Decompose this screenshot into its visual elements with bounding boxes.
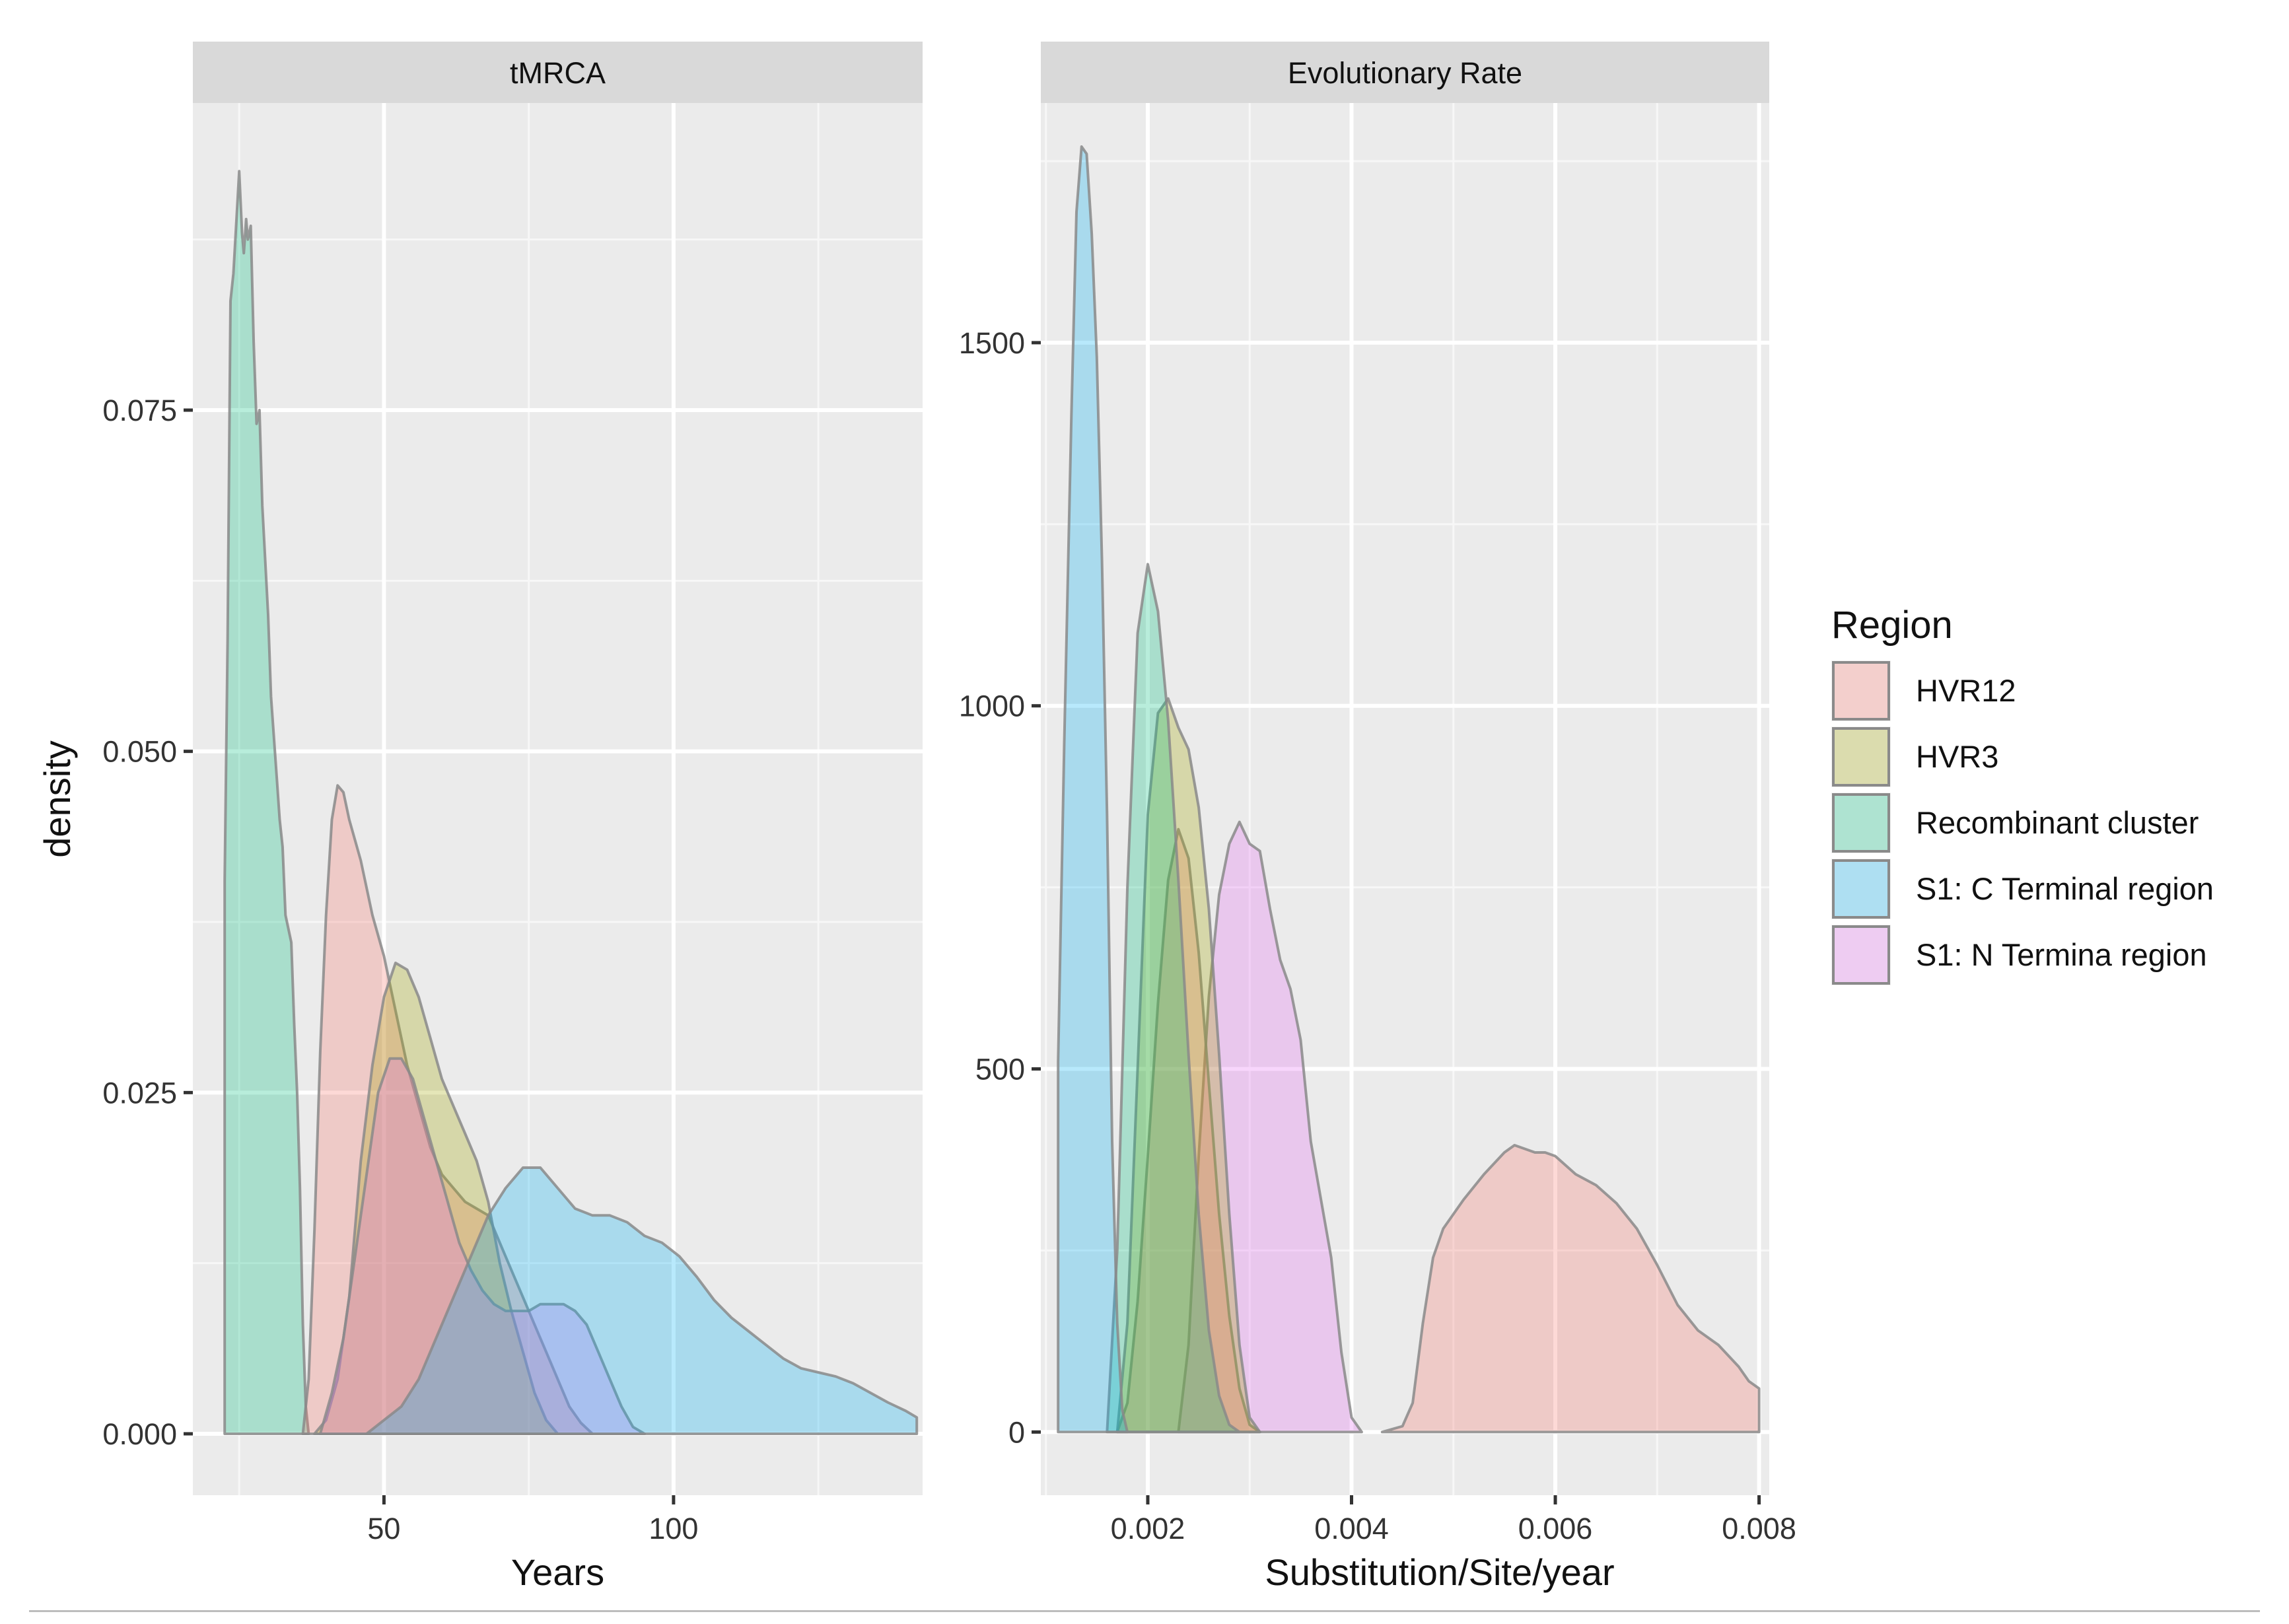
tmrca-x-tick-label: 100 [649, 1512, 698, 1545]
tmrca-gridlines [193, 103, 923, 1495]
legend-item-label: S1: C Terminal region [1916, 871, 2214, 906]
tmrca-density-s1-c-terminal-region [365, 1166, 919, 1435]
y-axis-label: density [36, 740, 78, 857]
legend-key-swatch [1832, 727, 1890, 787]
evolutionary-rate-strip-title: Evolutionary Rate [1288, 56, 1522, 90]
legend-key-background [1831, 793, 1891, 853]
tmrca-x-axis: 50 100 [367, 1495, 698, 1545]
legend-item-label: HVR3 [1916, 739, 1998, 774]
tmrca-y-axis: 0.000 0.025 0.050 0.075 [102, 394, 193, 1451]
evolutionary-rate-density-s1-n-termina-region [1177, 820, 1363, 1434]
legend-item-label: Recombinant cluster [1916, 805, 2199, 840]
tmrca-y-tick-label: 0.025 [102, 1076, 177, 1110]
legend-item-label: HVR12 [1916, 673, 2016, 708]
evolutionary-rate-x-axis: 0.002 0.004 0.006 0.008 [1111, 1495, 1796, 1545]
evolutionary-rate-density-areas [1057, 145, 1761, 1434]
tmrca-panel: tMRCA 0.000 0.025 0.050 0.075 50 100 Years [102, 42, 923, 1593]
legend-key-swatch [1832, 925, 1890, 985]
evolutionary-rate-x-tick-label: 0.008 [1722, 1512, 1796, 1545]
evolutionary-rate-x-tick-label: 0.004 [1314, 1512, 1389, 1545]
legend-item-s1-c-terminal-region: S1: C Terminal region [1831, 859, 2214, 919]
legend-key-background [1831, 726, 1891, 787]
tmrca-x-tick-label: 50 [367, 1512, 400, 1545]
evolutionary-rate-density-hvr12 [1380, 1144, 1761, 1434]
tmrca-y-tick-label: 0.050 [102, 735, 177, 769]
legend-item-s1-n-termina-region: S1: N Termina region [1831, 925, 2207, 985]
evolutionary-rate-y-tick-label: 1500 [959, 326, 1025, 360]
legend-items: HVR12 HVR3 Recombinant cluster S1: C Termin… [1831, 660, 2214, 985]
tmrca-x-axis-label: Years [511, 1551, 604, 1593]
legend-title: Region [1831, 604, 1953, 647]
evolutionary-rate-strip [1041, 42, 1769, 103]
legend-key-background [1831, 859, 1891, 919]
tmrca-density-recombinant-cluster [223, 170, 310, 1435]
evolutionary-rate-density-hvr12 [1115, 828, 1261, 1434]
legend-key-swatch [1832, 793, 1890, 853]
evolutionary-rate-x-tick-label: 0.002 [1111, 1512, 1185, 1545]
evolutionary-rate-y-axis: 0 500 1000 1500 [959, 326, 1041, 1449]
tmrca-density-areas [223, 170, 919, 1435]
evolutionary-rate-y-tick-label: 0 [1008, 1415, 1025, 1449]
tmrca-strip-title: tMRCA [510, 56, 606, 90]
tmrca-density-hvr12 [301, 784, 594, 1435]
tmrca-density-s1-n-termina-region [318, 1057, 646, 1435]
legend-item-label: S1: N Termina region [1916, 937, 2207, 972]
legend-key-background [1831, 925, 1891, 985]
legend-item-recombinant-cluster: Recombinant cluster [1831, 793, 2199, 853]
evolutionary-rate-density-recombinant-cluster [1106, 563, 1241, 1434]
evolutionary-rate-y-tick-label: 1000 [959, 689, 1025, 723]
tmrca-density-hvr3 [313, 962, 559, 1435]
tmrca-y-tick-label: 0.000 [102, 1417, 177, 1451]
legend-key-swatch [1832, 661, 1890, 721]
evolutionary-rate-gridlines [1041, 103, 1769, 1495]
tmrca-strip [193, 42, 923, 103]
legend-key-background [1831, 660, 1891, 721]
evolutionary-rate-y-tick-label: 500 [975, 1053, 1025, 1086]
tmrca-y-tick-label: 0.075 [102, 394, 177, 427]
bottom-divider [29, 1610, 2260, 1612]
legend: Region HVR12 HVR3 Recombinant cluster S1: C… [1831, 604, 2214, 985]
legend-item-hvr12: HVR12 [1831, 660, 2016, 721]
legend-key-swatch [1832, 859, 1890, 919]
evolutionary-rate-plot-background [1041, 103, 1769, 1495]
evolutionary-rate-density-s1-c-terminal-region [1057, 145, 1129, 1434]
legend-item-hvr3: HVR3 [1831, 726, 1998, 787]
evolutionary-rate-x-axis-label: Substitution/Site/year [1265, 1551, 1614, 1593]
evolutionary-rate-x-tick-label: 0.006 [1518, 1512, 1593, 1545]
